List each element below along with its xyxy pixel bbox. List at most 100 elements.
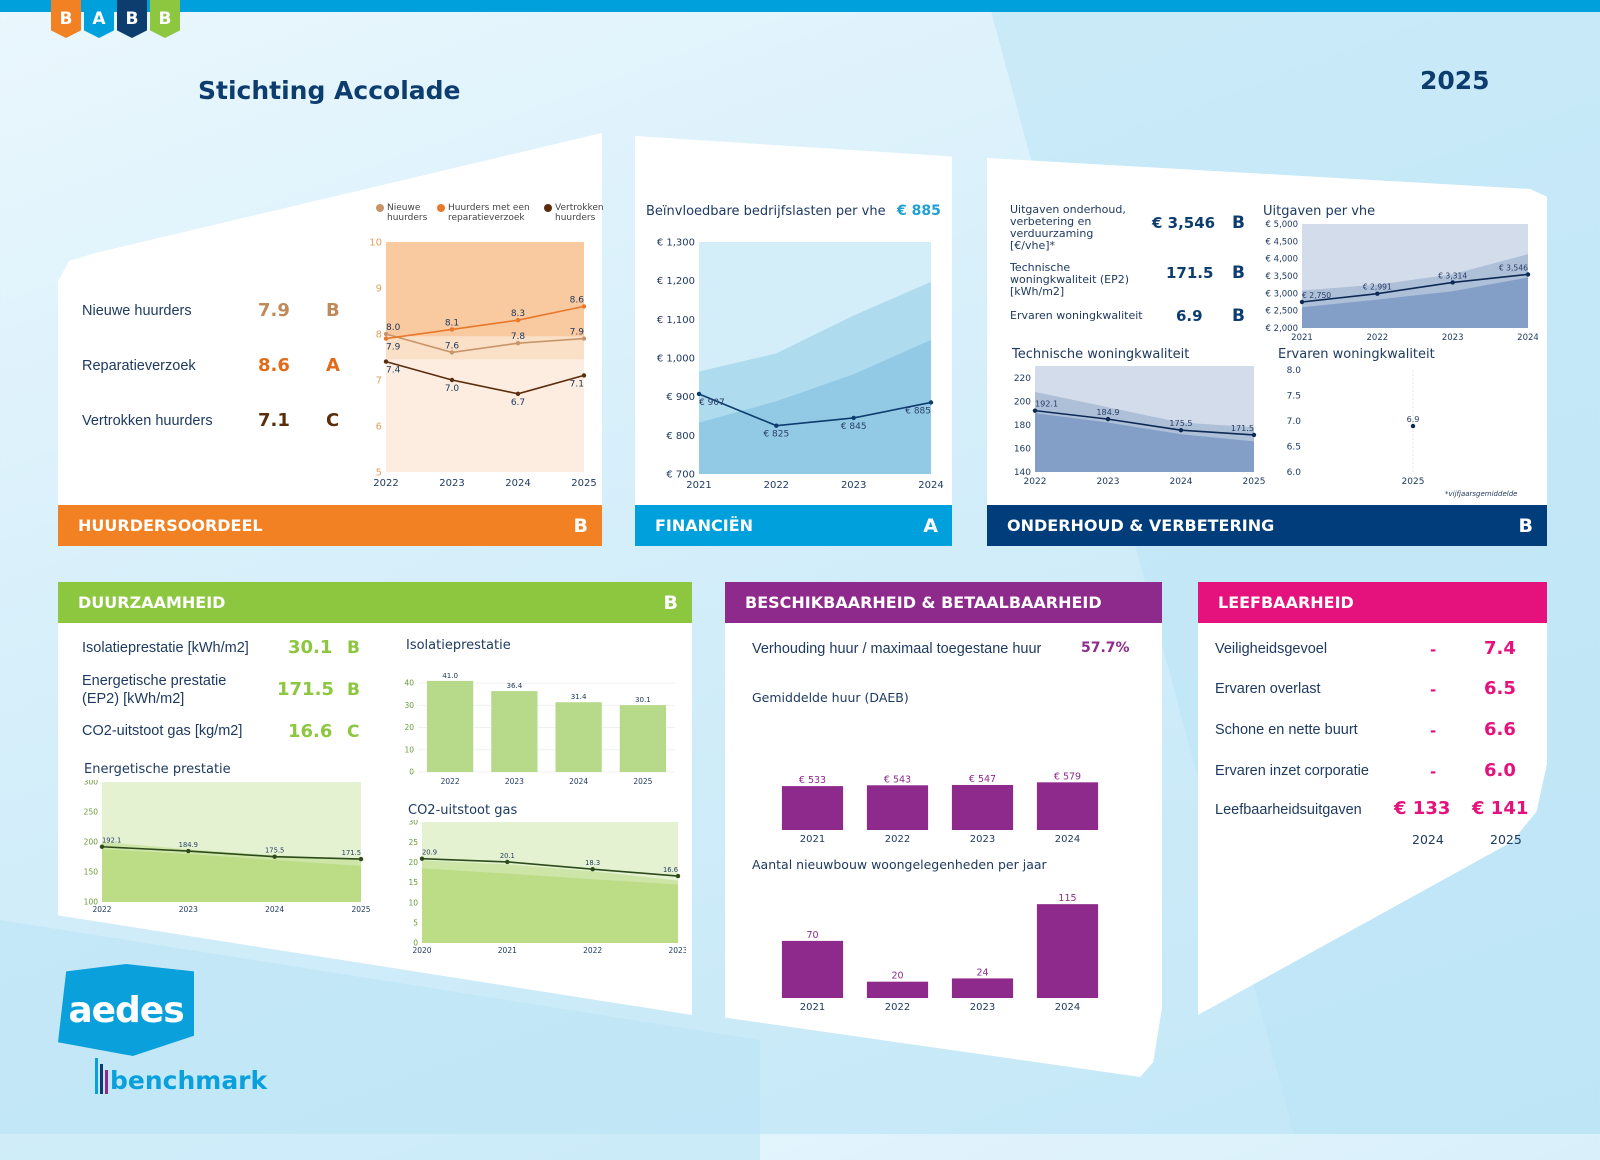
duurzaamheid-header: DUURZAAMHEID B — [58, 582, 692, 623]
data-point — [186, 848, 191, 854]
y-tick-label: 0 — [409, 768, 414, 777]
data-label: 20.1 — [500, 852, 515, 860]
x-tick-label: 2023 — [505, 777, 524, 786]
data-point — [1375, 291, 1380, 296]
data-label: 175.5 — [265, 847, 284, 855]
y-tick-label: € 1,300 — [657, 238, 695, 249]
data-point — [505, 859, 510, 865]
kpi-grade: B — [1232, 263, 1245, 283]
chart-title: Gemiddelde huur (DAEB) — [752, 690, 909, 705]
data-point — [1178, 427, 1184, 433]
y-tick-label: € 700 — [666, 470, 695, 481]
x-tick-label: 2025 — [571, 478, 596, 488]
x-tick-label: 2023 — [1442, 333, 1464, 342]
x-tick-label: 2022 — [1024, 477, 1047, 486]
x-tick-label: 2024 — [569, 777, 588, 786]
bar — [781, 786, 844, 830]
y-tick-label: 7.0 — [1287, 417, 1302, 427]
y-tick-label: 25 — [408, 838, 418, 847]
bar — [619, 705, 667, 772]
kpi-value: 16.6 — [288, 721, 333, 742]
y-tick-label: 10 — [408, 898, 418, 907]
kpi-value: 6.9 — [1176, 307, 1203, 325]
x-tick-label: 2023 — [179, 905, 198, 914]
y-tick-label: € 4,000 — [1266, 255, 1298, 265]
data-point — [515, 341, 521, 346]
bar-value-label: € 579 — [1054, 771, 1081, 782]
legend-dot-icon — [544, 204, 552, 212]
section-title: DUURZAAMHEID — [78, 593, 226, 612]
y-tick-label: € 5,000 — [1266, 220, 1298, 230]
data-point — [581, 373, 587, 378]
y-tick-label: 5 — [376, 468, 382, 479]
benchmark-band — [1035, 413, 1254, 472]
y-tick-label: 300 — [84, 780, 99, 787]
kpi-label: Uitgaven onderhoud, verbetering en verdu… — [1010, 203, 1126, 252]
x-tick-label: 2021 — [800, 834, 825, 844]
section-title: LEEFBAARHEID — [1218, 593, 1354, 612]
data-point — [358, 856, 364, 862]
x-tick-label: 2022 — [1367, 333, 1389, 342]
series-line — [385, 305, 585, 340]
onderhoud-panel — [987, 158, 1547, 546]
ratio-value: 57.7% — [1081, 640, 1130, 656]
top-bar — [0, 0, 1600, 12]
kpi-label: Nieuwe huurders — [82, 303, 192, 319]
data-label: 171.5 — [342, 849, 361, 857]
x-tick-label: 2022 — [92, 905, 111, 914]
bar-value-label: 41.0 — [442, 671, 458, 680]
y-tick-label: 20 — [408, 858, 418, 867]
data-label: 7.6 — [445, 341, 460, 351]
kpi-value: € 885 — [897, 203, 941, 219]
spend-value-2024: € 133 — [1394, 798, 1451, 819]
chart-legend: Nieuwe huurders Huurders met een reparat… — [376, 203, 605, 223]
energetische-line-chart: 100 150 200 250 300 2022 2023 2024 2025 192.1 184.… — [84, 780, 371, 914]
logo-letter: B — [117, 0, 147, 38]
y-tick-label: 160 — [1014, 445, 1031, 455]
data-point — [383, 359, 389, 364]
kpi-value: 171.5 — [1166, 264, 1214, 282]
x-tick-label: 2024 — [265, 905, 284, 914]
uitgaven-line-chart: € 2,000 € 2,500 € 3,000 € 3,500 € 4,000 € 4,5… — [1266, 220, 1538, 342]
y-tick-label: 15 — [408, 878, 418, 887]
kpi-value: 7.1 — [258, 410, 290, 431]
y-tick-label: 200 — [84, 838, 99, 847]
section-grade: B — [1518, 514, 1533, 537]
y-tick-label: 140 — [1014, 468, 1031, 478]
report-year: 2025 — [1420, 66, 1490, 95]
data-point — [581, 336, 587, 341]
data-point — [581, 304, 587, 309]
bar-value-label: 115 — [1058, 893, 1076, 904]
data-point — [1525, 272, 1531, 277]
section-grade: B — [663, 591, 678, 614]
x-tick-label: 2025 — [633, 777, 652, 786]
series-line — [385, 333, 585, 354]
data-point — [1299, 299, 1305, 305]
spend-label: Leefbaarheidsuitgaven — [1215, 802, 1362, 818]
benchmark-band — [699, 339, 931, 474]
legend-item: Nieuwe huurders — [376, 203, 429, 223]
onderhoud-header: ONDERHOUD & VERBETERING B — [987, 505, 1547, 546]
data-label: 6.7 — [511, 398, 525, 408]
data-label: 184.9 — [179, 841, 198, 849]
x-tick-label: 2021 — [1291, 333, 1313, 342]
data-point — [449, 377, 455, 383]
data-point — [1450, 280, 1455, 285]
row-value: 6.5 — [1484, 678, 1516, 699]
data-label: € 907 — [699, 398, 725, 408]
aedes-logo-text: aedes — [68, 989, 184, 1031]
data-point — [383, 331, 389, 337]
kpi-grade: B — [1232, 213, 1245, 233]
kpi-label: Reparatieverzoek — [82, 358, 196, 374]
benchmark-bar-icon — [95, 1058, 98, 1094]
x-tick-label: 2023 — [439, 478, 464, 488]
benchmark-logo-text: benchmark — [110, 1066, 268, 1095]
legend-label: Vertrokken huurders — [555, 203, 604, 223]
x-tick-label: 2022 — [441, 777, 460, 786]
row-prev: - — [1430, 641, 1437, 659]
x-tick-label: 2022 — [764, 480, 789, 490]
y-tick-label: 0 — [413, 939, 418, 948]
legend-label: Huurders met een reparatieverzoek — [448, 203, 530, 223]
row-value: 6.6 — [1484, 719, 1516, 740]
data-label: 8.1 — [445, 318, 459, 328]
